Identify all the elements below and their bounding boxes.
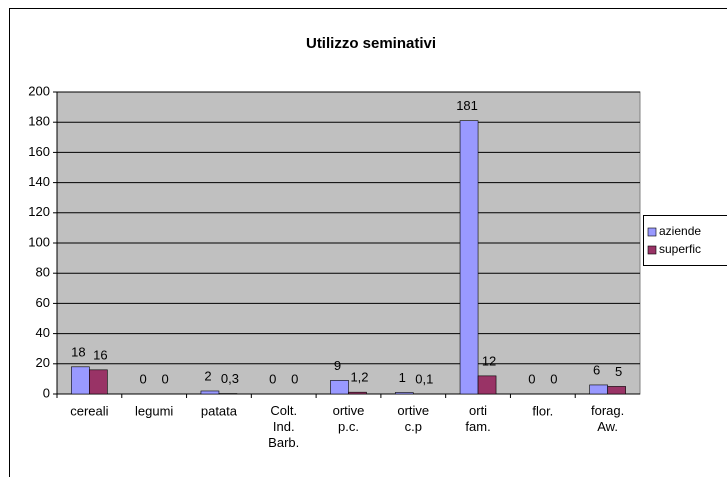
data-label: 5 xyxy=(615,364,622,379)
data-label: 6 xyxy=(593,362,600,377)
legend-label: aziende xyxy=(659,224,701,238)
x-tick-label: legumi xyxy=(135,403,173,418)
y-tick-label: 140 xyxy=(28,174,50,189)
data-label: 1,2 xyxy=(350,370,368,385)
y-tick-label: 20 xyxy=(36,355,50,370)
data-label: 0 xyxy=(528,371,535,386)
y-tick-label: 200 xyxy=(28,83,50,98)
bar xyxy=(71,366,90,395)
y-tick-label: 80 xyxy=(36,265,50,280)
bar xyxy=(589,384,608,395)
x-tick-label: cereali xyxy=(70,403,108,418)
data-label: 0 xyxy=(162,371,169,386)
data-label: 9 xyxy=(334,358,341,373)
data-label: 0,1 xyxy=(415,371,433,386)
data-label: 0 xyxy=(140,371,147,386)
x-tick-label: patata xyxy=(201,403,238,418)
bar xyxy=(459,120,479,395)
data-label: 1 xyxy=(399,370,406,385)
bar xyxy=(348,391,367,395)
data-label: 0 xyxy=(291,371,298,386)
y-tick-label: 60 xyxy=(36,295,50,310)
y-tick-label: 180 xyxy=(28,114,50,129)
data-label: 0 xyxy=(550,371,557,386)
data-label: 12 xyxy=(482,353,496,368)
data-label: 0,3 xyxy=(221,371,239,386)
data-label: 0 xyxy=(269,371,276,386)
x-tick-label: ortive c.p xyxy=(397,403,429,434)
y-tick-label: 0 xyxy=(43,385,50,400)
data-label: 181 xyxy=(456,98,478,113)
bar xyxy=(607,386,626,395)
y-tick-label: 160 xyxy=(28,144,50,159)
bar xyxy=(89,369,108,395)
legend-swatch xyxy=(647,227,657,237)
y-tick-label: 100 xyxy=(28,234,50,249)
x-tick-label: forag. Aw. xyxy=(591,403,624,434)
x-tick-label: ortive p.c. xyxy=(333,403,365,434)
bar xyxy=(394,392,414,395)
data-label: 18 xyxy=(71,344,85,359)
bar xyxy=(477,375,497,395)
legend-swatch xyxy=(647,245,657,255)
bar xyxy=(330,380,349,395)
bar xyxy=(200,390,220,395)
legend-box xyxy=(643,215,727,266)
x-tick-label: flor. xyxy=(532,403,553,418)
x-tick-label: Colt. Ind. Barb. xyxy=(268,403,299,450)
data-label: 2 xyxy=(204,368,211,383)
legend-label: superfic xyxy=(659,242,701,256)
data-label: 16 xyxy=(93,347,107,362)
x-tick-label: orti fam. xyxy=(465,403,490,434)
y-tick-label: 40 xyxy=(36,325,50,340)
chart-title: Utilizzo seminativi xyxy=(306,35,436,52)
y-tick-label: 120 xyxy=(28,204,50,219)
